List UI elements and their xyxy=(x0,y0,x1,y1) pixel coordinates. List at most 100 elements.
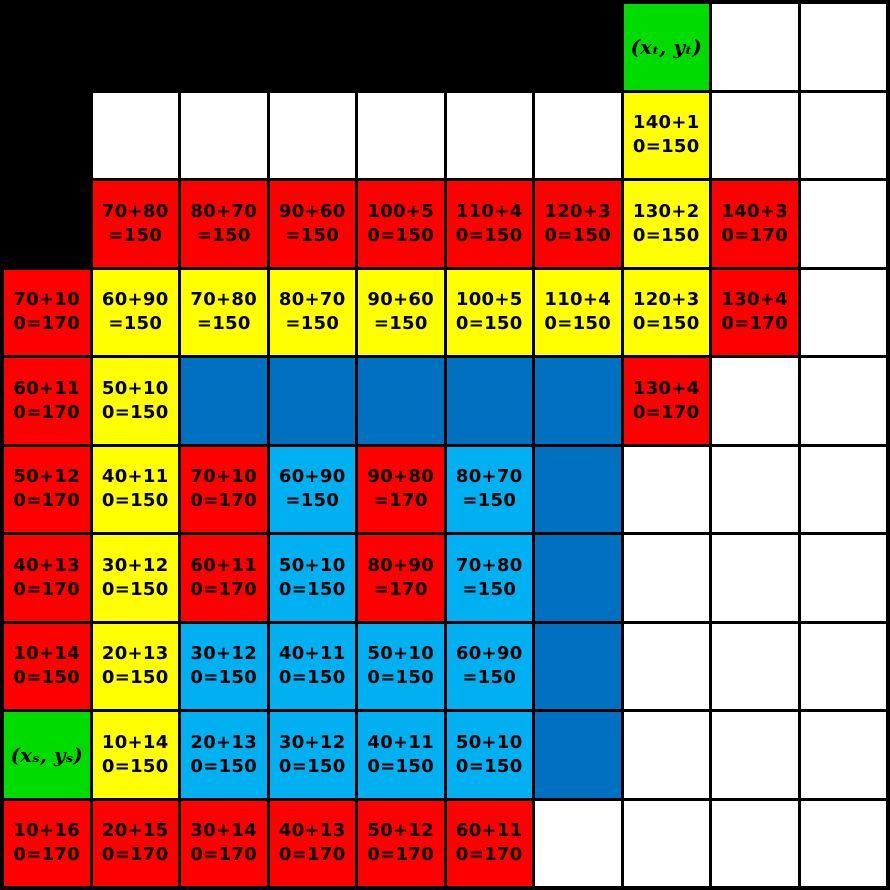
grid-cell-r6-c3: 50+10 0=150 xyxy=(269,535,355,621)
cost-grid: (xₜ, yₜ) 140+1 0=150 70+80 =150 80+70 =150 9… xyxy=(4,4,886,886)
grid-cell-r4-c8 xyxy=(712,358,798,444)
grid-cell-r3-c6: 110+4 0=150 xyxy=(535,269,621,355)
grid-cell-r1-c6 xyxy=(535,92,621,178)
grid-cell-r5-c9 xyxy=(800,446,886,532)
grid-cell-r4-c0: 60+11 0=170 xyxy=(4,358,90,444)
grid-cell-r3-c2: 70+80 =150 xyxy=(181,269,267,355)
grid-cell-r8-c2: 20+13 0=150 xyxy=(181,712,267,798)
grid-cell-r3-c8: 130+4 0=170 xyxy=(712,269,798,355)
grid-cell-r7-c6 xyxy=(535,623,621,709)
grid-cell-r6-c2: 60+11 0=170 xyxy=(181,535,267,621)
grid-cell-r7-c7 xyxy=(623,623,709,709)
grid-cell-r2-c0 xyxy=(4,181,90,267)
grid-cell-r3-c0: 70+10 0=170 xyxy=(4,269,90,355)
grid-cell-r1-c8 xyxy=(712,92,798,178)
grid-cell-r1-c0 xyxy=(4,92,90,178)
grid-cell-r1-c2 xyxy=(181,92,267,178)
grid-cell-r9-c5: 60+11 0=170 xyxy=(446,800,532,886)
grid-cell-r4-c1: 50+10 0=150 xyxy=(92,358,178,444)
grid-cell-r1-c1 xyxy=(92,92,178,178)
grid-cell-r6-c1: 30+12 0=150 xyxy=(92,535,178,621)
grid-cell-r4-c9 xyxy=(800,358,886,444)
grid-cell-r5-c5: 80+70 =150 xyxy=(446,446,532,532)
grid-cell-r5-c3: 60+90 =150 xyxy=(269,446,355,532)
grid-cell-r0-c1 xyxy=(92,4,178,90)
grid-cell-r7-c1: 20+13 0=150 xyxy=(92,623,178,709)
grid-cell-r0-c2 xyxy=(181,4,267,90)
grid-cell-r3-c5: 100+5 0=150 xyxy=(446,269,532,355)
grid-cell-r1-c9 xyxy=(800,92,886,178)
grid-cell-r9-c7 xyxy=(623,800,709,886)
grid-cell-r6-c7 xyxy=(623,535,709,621)
grid-cell-r2-c2: 80+70 =150 xyxy=(181,181,267,267)
grid-cell-r9-c2: 30+14 0=170 xyxy=(181,800,267,886)
grid-cell-r7-c4: 50+10 0=150 xyxy=(358,623,444,709)
grid-cell-r2-c9 xyxy=(800,181,886,267)
grid-cell-r1-c4 xyxy=(358,92,444,178)
grid-cell-r8-c4: 40+11 0=150 xyxy=(358,712,444,798)
grid-cell-r6-c5: 70+80 =150 xyxy=(446,535,532,621)
grid-cell-r5-c4: 90+80 =170 xyxy=(358,446,444,532)
grid-cell-r7-c5: 60+90 =150 xyxy=(446,623,532,709)
grid-cell-r6-c8 xyxy=(712,535,798,621)
grid-cell-r1-c7: 140+1 0=150 xyxy=(623,92,709,178)
grid-cell-r4-c4 xyxy=(358,358,444,444)
grid-cell-r5-c7 xyxy=(623,446,709,532)
target-cell: (xₜ, yₜ) xyxy=(623,4,709,90)
grid-cell-r2-c8: 140+3 0=170 xyxy=(712,181,798,267)
grid-cell-r0-c3 xyxy=(269,4,355,90)
grid-cell-r8-c8 xyxy=(712,712,798,798)
start-cell: (xₛ, yₛ) xyxy=(4,712,90,798)
grid-cell-r5-c0: 50+12 0=170 xyxy=(4,446,90,532)
grid-cell-r4-c6 xyxy=(535,358,621,444)
grid-cell-r3-c9 xyxy=(800,269,886,355)
grid-cell-r3-c1: 60+90 =150 xyxy=(92,269,178,355)
grid-cell-r0-c0 xyxy=(4,4,90,90)
grid-cell-r9-c9 xyxy=(800,800,886,886)
grid-cell-r8-c6 xyxy=(535,712,621,798)
grid-cell-r6-c9 xyxy=(800,535,886,621)
grid-cell-r3-c4: 90+60 =150 xyxy=(358,269,444,355)
grid-cell-r0-c6 xyxy=(535,4,621,90)
grid-cell-r7-c0: 10+14 0=150 xyxy=(4,623,90,709)
grid-cell-r9-c0: 10+16 0=170 xyxy=(4,800,90,886)
grid-cell-r0-c8 xyxy=(712,4,798,90)
grid-cell-r4-c5 xyxy=(446,358,532,444)
grid-cell-r7-c9 xyxy=(800,623,886,709)
grid-cell-r7-c3: 40+11 0=150 xyxy=(269,623,355,709)
grid-cell-r2-c3: 90+60 =150 xyxy=(269,181,355,267)
grid-cell-r3-c3: 80+70 =150 xyxy=(269,269,355,355)
grid-cell-r7-c8 xyxy=(712,623,798,709)
grid-cell-r7-c2: 30+12 0=150 xyxy=(181,623,267,709)
grid-cell-r9-c3: 40+13 0=170 xyxy=(269,800,355,886)
grid-cell-r6-c4: 80+90 =170 xyxy=(358,535,444,621)
grid-cell-r4-c7: 130+4 0=170 xyxy=(623,358,709,444)
grid-cell-r8-c1: 10+14 0=150 xyxy=(92,712,178,798)
grid-cell-r9-c8 xyxy=(712,800,798,886)
grid-cell-r5-c6 xyxy=(535,446,621,532)
grid-cell-r2-c7: 130+2 0=150 xyxy=(623,181,709,267)
grid-cell-r9-c1: 20+15 0=170 xyxy=(92,800,178,886)
grid-cell-r2-c4: 100+5 0=150 xyxy=(358,181,444,267)
grid-cell-r8-c7 xyxy=(623,712,709,798)
grid-cell-r0-c9 xyxy=(800,4,886,90)
grid-cell-r0-c5 xyxy=(446,4,532,90)
grid-cell-r9-c4: 50+12 0=170 xyxy=(358,800,444,886)
grid-cell-r2-c6: 120+3 0=150 xyxy=(535,181,621,267)
grid-cell-r2-c1: 70+80 =150 xyxy=(92,181,178,267)
grid-cell-r5-c1: 40+11 0=150 xyxy=(92,446,178,532)
grid-cell-r3-c7: 120+3 0=150 xyxy=(623,269,709,355)
grid-cell-r1-c3 xyxy=(269,92,355,178)
grid-cell-r8-c5: 50+10 0=150 xyxy=(446,712,532,798)
grid-cell-r8-c9 xyxy=(800,712,886,798)
grid-cell-r4-c2 xyxy=(181,358,267,444)
grid-cell-r5-c8 xyxy=(712,446,798,532)
grid-cell-r0-c4 xyxy=(358,4,444,90)
grid-cell-r4-c3 xyxy=(269,358,355,444)
grid-cell-r5-c2: 70+10 0=170 xyxy=(181,446,267,532)
grid-cell-r6-c6 xyxy=(535,535,621,621)
grid-cell-r6-c0: 40+13 0=170 xyxy=(4,535,90,621)
grid-cell-r9-c6 xyxy=(535,800,621,886)
grid-cell-r1-c5 xyxy=(446,92,532,178)
